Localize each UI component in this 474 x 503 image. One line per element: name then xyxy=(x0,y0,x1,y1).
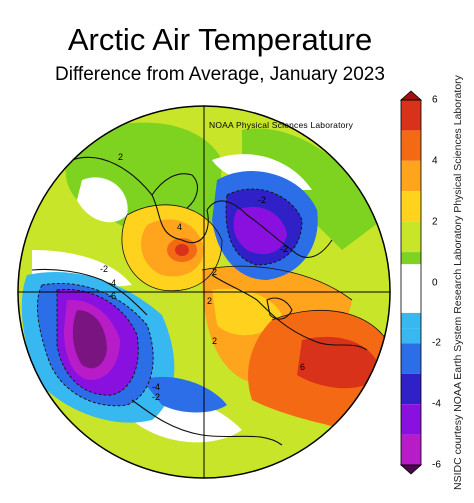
colorbar-tick-label: 4 xyxy=(432,155,438,167)
colorbar-band xyxy=(401,191,421,222)
polar-map-svg: 4 6 2 2 2 2 -2 -2 -2 -4 -4 -6 -2 xyxy=(17,105,391,479)
map-title: Arctic Air Temperature xyxy=(67,22,373,57)
colorbar-band xyxy=(401,434,421,465)
contour-label: -2 xyxy=(258,195,266,205)
coastlines xyxy=(31,156,368,446)
contour-label: 2 xyxy=(212,336,217,346)
contour-label: 4 xyxy=(177,222,182,232)
anomaly-blue-south xyxy=(142,376,227,413)
contour-label: -4 xyxy=(152,382,160,392)
colorbar-max-arrow xyxy=(399,90,423,101)
map-border xyxy=(17,105,391,479)
colorbar-band xyxy=(401,312,421,329)
credit-text: NSIDC courtesy NOAA Earth System Researc… xyxy=(452,75,464,490)
colorbar-tick-label: -6 xyxy=(432,459,441,471)
colorbar-band xyxy=(401,160,421,192)
anomaly-yellow-pole xyxy=(212,288,282,336)
contour-label: 6 xyxy=(300,362,305,372)
anomaly-green-siberia xyxy=(242,128,382,250)
lab-label: NOAA Physical Sciences Laboratory xyxy=(209,120,354,130)
colorbar-tick-label: -4 xyxy=(432,398,441,410)
colorbar-tick-label: 0 xyxy=(432,277,438,288)
colorbar-band xyxy=(401,328,421,344)
polar-anomaly-map: 4 6 2 2 2 2 -2 -2 -2 -4 -4 -6 -2 xyxy=(12,100,396,484)
colorbar-band xyxy=(401,300,421,313)
colorbar-band xyxy=(401,100,421,131)
colorbar-min-arrow xyxy=(399,464,423,475)
contour-label: 2 xyxy=(118,152,123,162)
contour-label: 2 xyxy=(212,267,217,277)
colorbar-band xyxy=(401,252,421,265)
colorbar-band xyxy=(401,221,421,253)
anomaly-hot-center-greenland xyxy=(175,244,189,256)
contour-label: -4 xyxy=(108,278,116,288)
colorbar-tick-label: 6 xyxy=(432,94,438,106)
map-subtitle: Difference from Average, January 2023 xyxy=(55,64,385,85)
anomaly-deep-purple-west xyxy=(72,310,107,369)
contour-label: -2 xyxy=(280,244,288,254)
colorbar-tick-label: 2 xyxy=(432,216,438,228)
contour-label: -6 xyxy=(108,291,116,301)
contour-label: 2 xyxy=(207,296,212,306)
colorbar xyxy=(398,90,428,475)
negative-contours xyxy=(37,188,303,407)
colorbar-frame xyxy=(400,99,422,466)
anomaly-purple-siberia xyxy=(233,206,287,255)
colorbar-band xyxy=(401,343,421,374)
colorbar-band xyxy=(401,373,421,405)
colorbar-band xyxy=(401,404,421,435)
colorbar-svg xyxy=(399,90,423,475)
contour-label: -2 xyxy=(152,392,160,402)
colorbar-band xyxy=(401,264,421,301)
anomaly-red-eurasia xyxy=(297,336,382,389)
contour-label: -2 xyxy=(100,264,108,274)
anomaly-white-canada xyxy=(77,177,128,223)
colorbar-band xyxy=(401,130,421,161)
colorbar-tick-label: -2 xyxy=(432,337,441,349)
